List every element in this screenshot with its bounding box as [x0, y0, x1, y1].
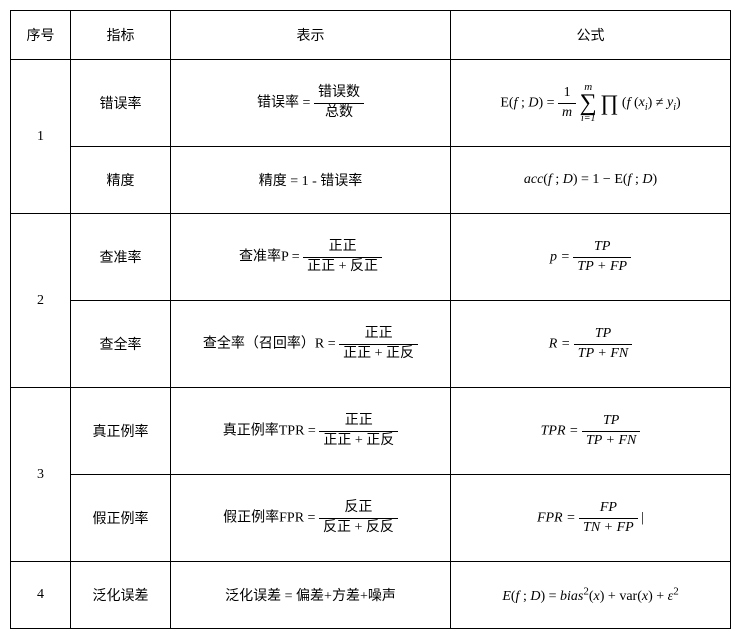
- formula-text: acc(f ; D) = 1 − E(f ; D): [524, 172, 657, 187]
- frac-num: 正正: [339, 326, 418, 345]
- frac-num: 错误数: [314, 85, 364, 104]
- header-metric: 指标: [71, 11, 171, 60]
- seq-cell: 3: [11, 388, 71, 562]
- formula-rhs: (f (xi) ≠ yi): [622, 95, 681, 110]
- repr-label: 真正例率TPR =: [223, 423, 316, 438]
- repr-cell: 假正例率FPR = 反正 反正 + 反反: [171, 475, 451, 562]
- formula-cell: TPR = TP TP + FN: [451, 388, 731, 475]
- table-row: 3 真正例率 真正例率TPR = 正正 正正 + 正反 TPR = TP TP …: [11, 388, 731, 475]
- fraction: 正正 正正 + 反正: [303, 239, 382, 276]
- formula-cell: E(f ; D) = 1 m m ∑ i=1 ∏ (f (xi) ≠ yi): [451, 60, 731, 147]
- prod-symbol: ∏: [600, 92, 618, 114]
- frac-den: m: [558, 104, 576, 122]
- formula-text: E(f ; D) = bias2(x) + var(x) + ε2: [502, 589, 678, 604]
- repr-label: 查准率P =: [239, 249, 300, 264]
- formula-cell: p = TP TP + FP: [451, 214, 731, 301]
- table-row: 精度 精度 = 1 - 错误率 acc(f ; D) = 1 − E(f ; D…: [11, 147, 731, 214]
- formula-cell: E(f ; D) = bias2(x) + var(x) + ε2: [451, 562, 731, 629]
- header-row: 序号 指标 表示 公式: [11, 11, 731, 60]
- fraction: TP TP + FP: [573, 239, 631, 276]
- fraction: TP TP + FN: [582, 413, 640, 450]
- frac-den: 正正 + 正反: [319, 432, 398, 450]
- repr-cell: 泛化误差 = 偏差+方差+噪声: [171, 562, 451, 629]
- frac-den: 正正 + 正反: [339, 345, 418, 363]
- frac-den: TN + FP: [579, 519, 638, 537]
- formula-cell: FPR = FP TN + FP |: [451, 475, 731, 562]
- metric-cell: 错误率: [71, 60, 171, 147]
- frac-num: FP: [579, 500, 638, 519]
- frac-num: TP: [574, 326, 632, 345]
- header-repr: 表示: [171, 11, 451, 60]
- frac-den: TP + FN: [574, 345, 632, 363]
- formula-lhs: FPR =: [537, 510, 576, 525]
- sum-symbol: m ∑ i=1: [580, 82, 597, 125]
- formula-lhs: E(f ; D) =: [500, 95, 558, 110]
- table-row: 4 泛化误差 泛化误差 = 偏差+方差+噪声 E(f ; D) = bias2(…: [11, 562, 731, 629]
- metric-cell: 假正例率: [71, 475, 171, 562]
- repr-label: 错误率 =: [257, 95, 310, 110]
- fraction: 反正 反正 + 反反: [319, 500, 398, 537]
- fraction: 错误数 总数: [314, 85, 364, 122]
- header-formula: 公式: [451, 11, 731, 60]
- fraction: FP TN + FP: [579, 500, 638, 537]
- cursor-mark: |: [638, 510, 644, 525]
- repr-label: 查全率（召回率）R =: [203, 336, 336, 351]
- metric-cell: 真正例率: [71, 388, 171, 475]
- repr-cell: 精度 = 1 - 错误率: [171, 147, 451, 214]
- frac-den: TP + FP: [573, 258, 631, 276]
- frac-den: 反正 + 反反: [319, 519, 398, 537]
- fraction: 1 m: [558, 85, 576, 122]
- metric-cell: 泛化误差: [71, 562, 171, 629]
- seq-cell: 4: [11, 562, 71, 629]
- frac-num: TP: [573, 239, 631, 258]
- repr-text: 精度 = 1 - 错误率: [259, 174, 363, 189]
- fraction: 正正 正正 + 正反: [319, 413, 398, 450]
- formula-lhs: TPR =: [541, 423, 579, 438]
- frac-num: TP: [582, 413, 640, 432]
- formula-lhs: R =: [549, 336, 571, 351]
- table-row: 查全率 查全率（召回率）R = 正正 正正 + 正反 R = TP TP + F…: [11, 301, 731, 388]
- metric-cell: 查准率: [71, 214, 171, 301]
- repr-text: 泛化误差 = 偏差+方差+噪声: [225, 589, 396, 604]
- fraction: 正正 正正 + 正反: [339, 326, 418, 363]
- formula-cell: R = TP TP + FN: [451, 301, 731, 388]
- frac-den: 正正 + 反正: [303, 258, 382, 276]
- fraction: TP TP + FN: [574, 326, 632, 363]
- repr-cell: 错误率 = 错误数 总数: [171, 60, 451, 147]
- metric-cell: 查全率: [71, 301, 171, 388]
- header-seq: 序号: [11, 11, 71, 60]
- repr-label: 假正例率FPR =: [223, 510, 315, 525]
- repr-cell: 查全率（召回率）R = 正正 正正 + 正反: [171, 301, 451, 388]
- frac-num: 1: [558, 85, 576, 104]
- frac-num: 反正: [319, 500, 398, 519]
- metrics-table: 序号 指标 表示 公式 1 错误率 错误率 = 错误数 总数 E(f ; D) …: [10, 10, 731, 629]
- repr-cell: 查准率P = 正正 正正 + 反正: [171, 214, 451, 301]
- frac-den: 总数: [314, 104, 364, 122]
- frac-den: TP + FN: [582, 432, 640, 450]
- table-row: 2 查准率 查准率P = 正正 正正 + 反正 p = TP TP + FP: [11, 214, 731, 301]
- metric-cell: 精度: [71, 147, 171, 214]
- frac-num: 正正: [303, 239, 382, 258]
- seq-cell: 1: [11, 60, 71, 214]
- formula-lhs: p =: [550, 249, 570, 264]
- table-row: 1 错误率 错误率 = 错误数 总数 E(f ; D) = 1 m m ∑ i=…: [11, 60, 731, 147]
- formula-cell: acc(f ; D) = 1 − E(f ; D): [451, 147, 731, 214]
- repr-cell: 真正例率TPR = 正正 正正 + 正反: [171, 388, 451, 475]
- frac-num: 正正: [319, 413, 398, 432]
- seq-cell: 2: [11, 214, 71, 388]
- table-row: 假正例率 假正例率FPR = 反正 反正 + 反反 FPR = FP TN + …: [11, 475, 731, 562]
